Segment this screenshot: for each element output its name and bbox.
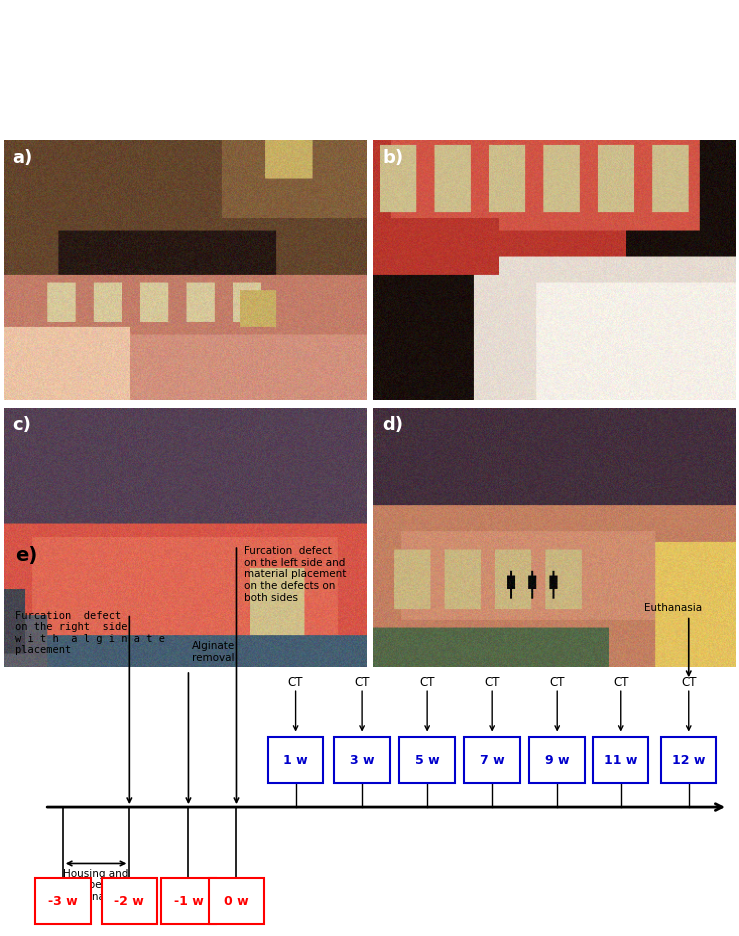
Text: Furcation  defect
on the left side and
material placement
on the defects on
both: Furcation defect on the left side and ma… [244,546,347,602]
Text: CT: CT [288,676,303,689]
Text: a): a) [13,149,33,168]
Text: 1 w: 1 w [283,753,308,767]
Bar [268,737,324,783]
Text: CT: CT [485,676,500,689]
Text: CT: CT [420,676,435,689]
Text: CT: CT [550,676,565,689]
Text: -3 w: -3 w [48,894,78,907]
Text: -1 w: -1 w [174,894,203,907]
Text: Furcation  defect
on the right  side
w i t h  a l g i n a t e
placement: Furcation defect on the right side w i t… [15,610,165,655]
Text: CT: CT [681,676,696,689]
Text: 12 w: 12 w [672,753,706,767]
Bar [399,737,454,783]
Text: 11 w: 11 w [604,753,638,767]
Bar [593,737,649,783]
Bar [161,878,216,924]
Bar [35,878,91,924]
Text: b): b) [382,149,403,168]
Text: 9 w: 9 w [545,753,570,767]
Text: 0 w: 0 w [224,894,249,907]
Text: e): e) [15,546,37,564]
Text: Housing and
pre-operative
examinations: Housing and pre-operative examinations [61,868,132,900]
Bar [661,737,717,783]
Bar [465,737,520,783]
Text: Euthanasia: Euthanasia [644,602,703,612]
Text: 7 w: 7 w [480,753,505,767]
Text: CT: CT [613,676,628,689]
Text: d): d) [382,416,403,434]
Text: 5 w: 5 w [415,753,440,767]
Text: 3 w: 3 w [350,753,375,767]
Bar [101,878,157,924]
Bar [209,878,265,924]
Bar [530,737,585,783]
Text: c): c) [13,416,32,434]
Text: -2 w: -2 w [115,894,144,907]
Bar [335,737,390,783]
Text: CT: CT [355,676,370,689]
Text: Alginate
removal: Alginate removal [192,641,236,663]
